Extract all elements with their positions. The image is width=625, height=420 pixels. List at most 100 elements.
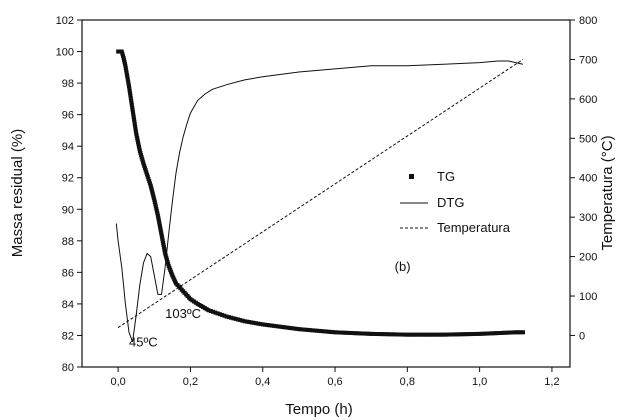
- tg-marker: [126, 81, 131, 86]
- tg-marker: [446, 332, 450, 337]
- tg-marker: [134, 131, 139, 136]
- tg-marker: [507, 330, 511, 335]
- tg-marker: [287, 325, 292, 330]
- tg-marker: [136, 142, 141, 147]
- right-y-tick-label: 800: [579, 15, 597, 27]
- tg-marker: [464, 332, 469, 337]
- tg-marker: [152, 197, 157, 202]
- tg-marker: [251, 320, 256, 325]
- tg-marker: [521, 330, 526, 335]
- tg-marker: [131, 115, 136, 120]
- tg-marker: [378, 332, 383, 337]
- tg-marker: [333, 330, 338, 335]
- tg-marker: [335, 330, 340, 335]
- left-y-tick-label: 86: [62, 267, 74, 279]
- tg-marker: [160, 236, 165, 241]
- tg-marker: [364, 331, 369, 336]
- tg-marker: [265, 323, 270, 328]
- tg-marker: [366, 331, 371, 336]
- tg-marker: [124, 68, 129, 73]
- tg-marker: [353, 331, 358, 336]
- tg-marker: [148, 183, 153, 188]
- tg-marker: [470, 332, 475, 337]
- tg-marker: [360, 331, 365, 336]
- tg-marker: [131, 112, 136, 117]
- tg-marker: [425, 332, 430, 337]
- tg-marker: [135, 135, 140, 140]
- tg-marker: [208, 309, 213, 314]
- tg-marker: [511, 330, 516, 335]
- tg-marker: [391, 332, 396, 337]
- tg-marker: [443, 332, 448, 337]
- tg-marker: [159, 230, 164, 235]
- plot-area: [115, 49, 526, 342]
- tg-marker: [123, 66, 128, 71]
- tg-marker: [161, 243, 166, 248]
- tg-marker: [153, 204, 158, 209]
- tg-marker: [281, 325, 286, 330]
- tg-marker: [328, 329, 333, 334]
- tg-marker: [432, 332, 437, 337]
- tg-marker: [146, 176, 151, 181]
- tg-marker: [215, 311, 220, 316]
- x-axis-ticks: 0,0 0,2 0,4 0,6 0,8 1,0 1,2: [110, 367, 560, 388]
- tg-marker: [213, 310, 218, 315]
- tg-marker: [161, 240, 166, 245]
- plot-frame: [81, 19, 571, 368]
- tg-marker: [416, 332, 421, 337]
- tg-marker: [151, 195, 156, 200]
- tg-marker: [482, 331, 487, 336]
- tg-marker: [164, 257, 169, 262]
- tg-marker: [278, 324, 283, 329]
- tg-marker: [441, 332, 446, 337]
- tg-marker: [321, 329, 326, 334]
- tg-marker: [229, 315, 234, 320]
- tg-marker: [292, 326, 297, 331]
- tg-marker: [430, 332, 435, 337]
- legend-tg-label: TG: [437, 169, 455, 184]
- left-y-tick-label: 102: [56, 15, 74, 27]
- tg-marker: [418, 332, 423, 337]
- tg-marker: [488, 331, 493, 336]
- tg-marker: [160, 238, 165, 243]
- tg-marker: [355, 331, 360, 336]
- tg-marker: [158, 226, 163, 231]
- tg-marker: [158, 228, 163, 233]
- tg-marker: [326, 329, 331, 334]
- series-temperatura-line: [117, 58, 524, 329]
- tg-marker: [155, 211, 160, 216]
- x-tick-label: 1,0: [472, 376, 487, 388]
- tg-marker: [276, 324, 281, 329]
- left-y-tick-label: 98: [62, 78, 74, 90]
- left-y-tick-label: 100: [56, 47, 74, 59]
- tg-marker: [314, 328, 319, 333]
- tg-marker: [382, 332, 387, 337]
- tg-marker: [136, 140, 141, 145]
- right-y-tick-label: 300: [579, 212, 597, 224]
- tg-marker: [339, 330, 344, 335]
- tg-marker: [274, 324, 279, 329]
- tg-marker: [427, 332, 432, 337]
- tg-marker: [231, 316, 236, 321]
- tg-marker: [369, 331, 374, 336]
- tg-marker: [400, 332, 405, 337]
- tg-marker: [155, 213, 160, 218]
- tg-marker: [233, 316, 238, 321]
- tg-marker: [142, 165, 147, 170]
- left-y-tick-label: 82: [62, 330, 74, 342]
- tg-marker: [161, 245, 166, 250]
- tg-marker: [129, 98, 134, 103]
- tg-marker: [139, 153, 144, 158]
- tg-marker: [412, 332, 417, 337]
- tg-marker: [157, 224, 162, 229]
- tg-marker: [348, 330, 353, 335]
- tg-marker: [455, 332, 460, 337]
- tg-marker: [303, 327, 308, 332]
- tg-marker: [226, 315, 231, 320]
- tg-marker: [495, 331, 500, 336]
- tg-marker: [156, 215, 161, 220]
- tg-marker: [127, 88, 132, 93]
- tg-marker: [486, 331, 491, 336]
- tg-marker: [439, 332, 444, 337]
